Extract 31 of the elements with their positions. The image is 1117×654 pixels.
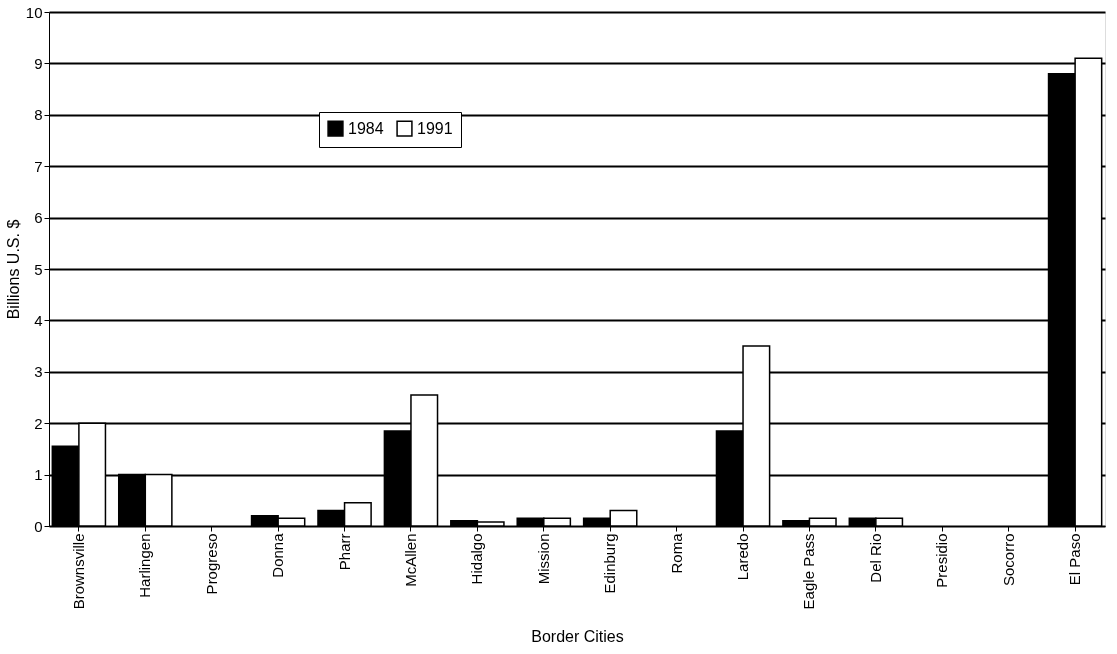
x-tick-label: Pharr	[335, 533, 353, 571]
x-tick-label: Del Rio	[866, 533, 884, 583]
x-tick-label: Donna	[269, 532, 287, 578]
x-tick-label: Brownsville	[69, 533, 87, 610]
y-tick-label: 10	[25, 3, 43, 21]
legend-label: 1984	[348, 119, 384, 137]
y-tick-label: 2	[34, 414, 43, 432]
x-tick-label: Hidalgo	[468, 533, 486, 585]
y-tick-label: 0	[34, 517, 43, 535]
x-tick-label: El Paso	[1066, 533, 1084, 586]
x-tick-label: Mission	[534, 533, 552, 585]
x-tick-label: Progreso	[202, 533, 220, 595]
legend-label: 1991	[417, 119, 453, 137]
x-tick-label: Laredo	[734, 533, 752, 581]
x-tick-label: McAllen	[401, 533, 419, 587]
y-axis-title: Billions U.S. $	[4, 219, 22, 320]
x-tick-label: Roma	[667, 532, 685, 574]
y-tick-label: 7	[34, 157, 43, 175]
x-tick-label: Eagle Pass	[800, 533, 818, 610]
x-tick-label: Socorro	[999, 533, 1017, 587]
x-axis-title: Border Cities	[531, 628, 624, 646]
y-tick-label: 5	[34, 260, 43, 278]
x-tick-label: Harlingen	[136, 533, 154, 598]
y-tick-label: 4	[34, 311, 43, 329]
y-tick-label: 8	[34, 106, 43, 124]
y-tick-label: 9	[34, 54, 43, 72]
x-tick-label: Edinburg	[601, 533, 619, 594]
x-tick-label: Presidio	[933, 533, 951, 588]
y-tick-label: 6	[34, 209, 43, 227]
y-tick-label: 3	[34, 363, 43, 381]
y-tick-label: 1	[34, 466, 43, 484]
